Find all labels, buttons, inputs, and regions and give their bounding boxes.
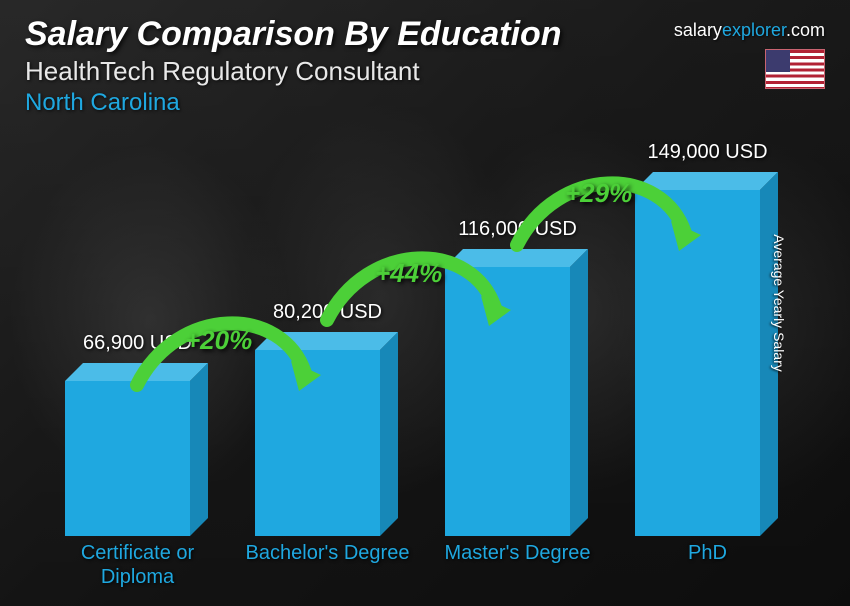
flag-icon [765, 49, 825, 89]
brand-suffix: .com [786, 20, 825, 40]
brand-prefix: salary [674, 20, 722, 40]
flag-canton [766, 50, 790, 72]
y-axis-label: Average Yearly Salary [770, 234, 786, 372]
category-label: Certificate or Diploma [50, 541, 225, 589]
brand-block: salaryexplorer.com [674, 20, 825, 89]
chart-location: North Carolina [25, 89, 825, 117]
brand-text: salaryexplorer.com [674, 20, 825, 41]
increase-arrow: +29% [40, 130, 790, 536]
pct-label: +29% [565, 178, 632, 209]
category-label: Bachelor's Degree [240, 541, 415, 565]
category-label: Master's Degree [430, 541, 605, 565]
brand-accent: explorer [722, 20, 786, 40]
category-label: PhD [620, 541, 795, 565]
